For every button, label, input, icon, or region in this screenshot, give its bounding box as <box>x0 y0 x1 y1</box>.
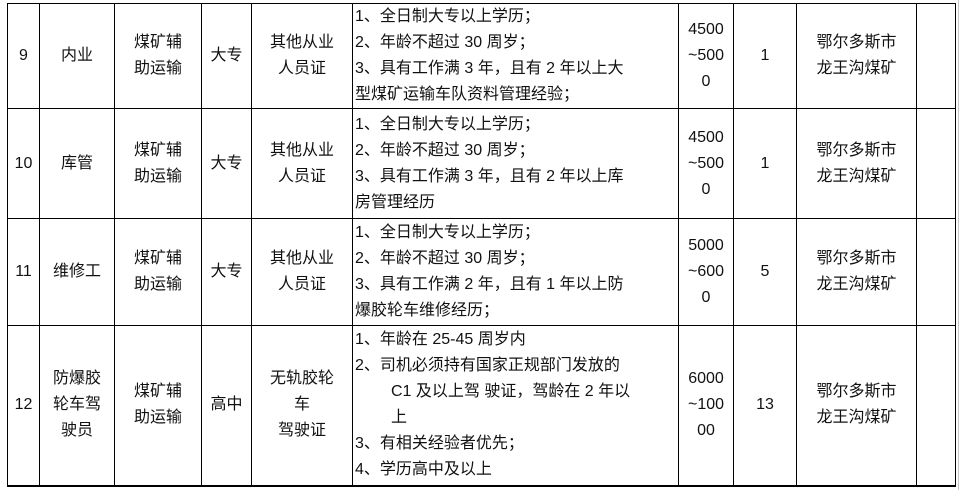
requirement-line: 1、全日制大专以上学历； <box>355 8 540 25</box>
cell-cert: 其他从业 人员证 <box>251 218 353 326</box>
cell-job: 库管 <box>39 108 115 219</box>
cell-dept: 煤矿辅 助运输 <box>114 218 202 326</box>
cell-num: 10 <box>7 108 40 219</box>
requirement-line: 1、全日制大专以上学历； <box>355 224 540 241</box>
cell-num: 11 <box>7 218 40 326</box>
cell-location: 鄂尔多斯市 龙王沟煤矿 <box>796 325 917 487</box>
cell-count: 5 <box>733 218 797 326</box>
cell-num: 9 <box>7 3 40 109</box>
cell-location: 鄂尔多斯市 龙王沟煤矿 <box>796 108 917 219</box>
cell-cert: 其他从业 人员证 <box>251 3 353 109</box>
cell-req: 1、年龄在 25-45 周岁内 2、司机必须持有国家正规部门发放的 C1 及以上驾 … <box>352 325 679 487</box>
table-row: 12 防爆胶 轮车驾 驶员 煤矿辅 助运输 高中 无轨胶轮 车 驾驶证 1、年龄在 25-… <box>7 325 956 487</box>
cell-dept: 煤矿辅 助运输 <box>114 108 202 219</box>
cell-salary: 6000 ~100 00 <box>678 325 734 487</box>
cell-location: 鄂尔多斯市 龙王沟煤矿 <box>796 3 917 109</box>
cell-edu: 大专 <box>201 108 252 219</box>
cell-num: 12 <box>7 325 40 487</box>
cell-salary: 4500 ~500 0 <box>678 108 734 219</box>
table-body: 9 内业 煤矿辅 助运输 大专 其他从业 人员证 1、全日制大专以上学历； 2、年龄不超过 … <box>7 3 956 487</box>
cell-req: 1、全日制大专以上学历； 2、年龄不超过 30 周岁； 3、具有工作满 3 年，且有… <box>352 3 679 109</box>
requirement-line: C1 及以上驾 驶证，驾龄在 2 年以 <box>391 383 631 401</box>
cell-job: 内业 <box>39 3 115 109</box>
requirement-line: 房管理经历 <box>355 193 436 211</box>
requirement-line: 3、具有工作满 2 年，且有 1 年以上防 <box>355 276 624 293</box>
requirement-line: 1、全日制大专以上学历； <box>355 115 540 133</box>
requirement-line: 4、学历高中及以上 <box>355 461 492 479</box>
cell-count: 1 <box>733 108 797 219</box>
requirement-line: 3、具有工作满 3 年，且有 2 年以上大 <box>355 60 624 77</box>
requirement-line: 型煤矿运输车队资料管理经验； <box>355 86 580 103</box>
cell-dept: 煤矿辅 助运输 <box>114 3 202 109</box>
cell-edu: 大专 <box>201 218 252 326</box>
requirement-line: 2、年龄不超过 30 周岁； <box>355 34 535 51</box>
window-edge-divider <box>958 0 959 490</box>
cell-extra <box>916 218 956 326</box>
requirement-line: 3、有相关经验者优先； <box>355 435 524 453</box>
cell-salary: 4500 ~500 0 <box>678 3 734 109</box>
cell-cert: 无轨胶轮 车 驾驶证 <box>251 325 353 487</box>
requirement-line: 爆胶轮车维修经历； <box>355 302 500 319</box>
cell-extra <box>916 325 956 487</box>
requirement-line: 2、年龄不超过 30 周岁； <box>355 141 535 159</box>
cell-edu: 高中 <box>201 325 252 487</box>
cell-dept: 煤矿辅 助运输 <box>114 325 202 487</box>
cell-extra <box>916 3 956 109</box>
requirement-line: 2、司机必须持有国家正规部门发放的 <box>355 357 620 375</box>
cell-job: 防爆胶 轮车驾 驶员 <box>39 325 115 487</box>
cell-edu: 大专 <box>201 3 252 109</box>
cell-salary: 5000 ~600 0 <box>678 218 734 326</box>
cell-job: 维修工 <box>39 218 115 326</box>
table-row: 11 维修工 煤矿辅 助运输 大专 其他从业 人员证 1、全日制大专以上学历； 2、年龄不超… <box>7 218 956 326</box>
requirement-line: 2、年龄不超过 30 周岁； <box>355 250 535 267</box>
requirement-line: 上 <box>391 409 408 427</box>
table-row: 9 内业 煤矿辅 助运输 大专 其他从业 人员证 1、全日制大专以上学历； 2、年龄不超过 … <box>7 3 956 109</box>
cell-req: 1、全日制大专以上学历； 2、年龄不超过 30 周岁； 3、具有工作满 2 年，且有… <box>352 218 679 326</box>
cell-count: 13 <box>733 325 797 487</box>
recruitment-table: 9 内业 煤矿辅 助运输 大专 其他从业 人员证 1、全日制大专以上学历； 2、年龄不超过 … <box>7 3 956 487</box>
table-row: 10 库管 煤矿辅 助运输 大专 其他从业 人员证 1、全日制大专以上学历； 2、年龄不超过… <box>7 108 956 219</box>
cell-extra <box>916 108 956 219</box>
cell-cert: 其他从业 人员证 <box>251 108 353 219</box>
cell-count: 1 <box>733 3 797 109</box>
cell-req: 1、全日制大专以上学历； 2、年龄不超过 30 周岁； 3、具有工作满 3 年，且有… <box>352 108 679 219</box>
requirement-line: 1、年龄在 25-45 周岁内 <box>355 331 526 349</box>
cell-location: 鄂尔多斯市 龙王沟煤矿 <box>796 218 917 326</box>
requirement-line: 3、具有工作满 3 年，且有 2 年以上库 <box>355 167 624 185</box>
